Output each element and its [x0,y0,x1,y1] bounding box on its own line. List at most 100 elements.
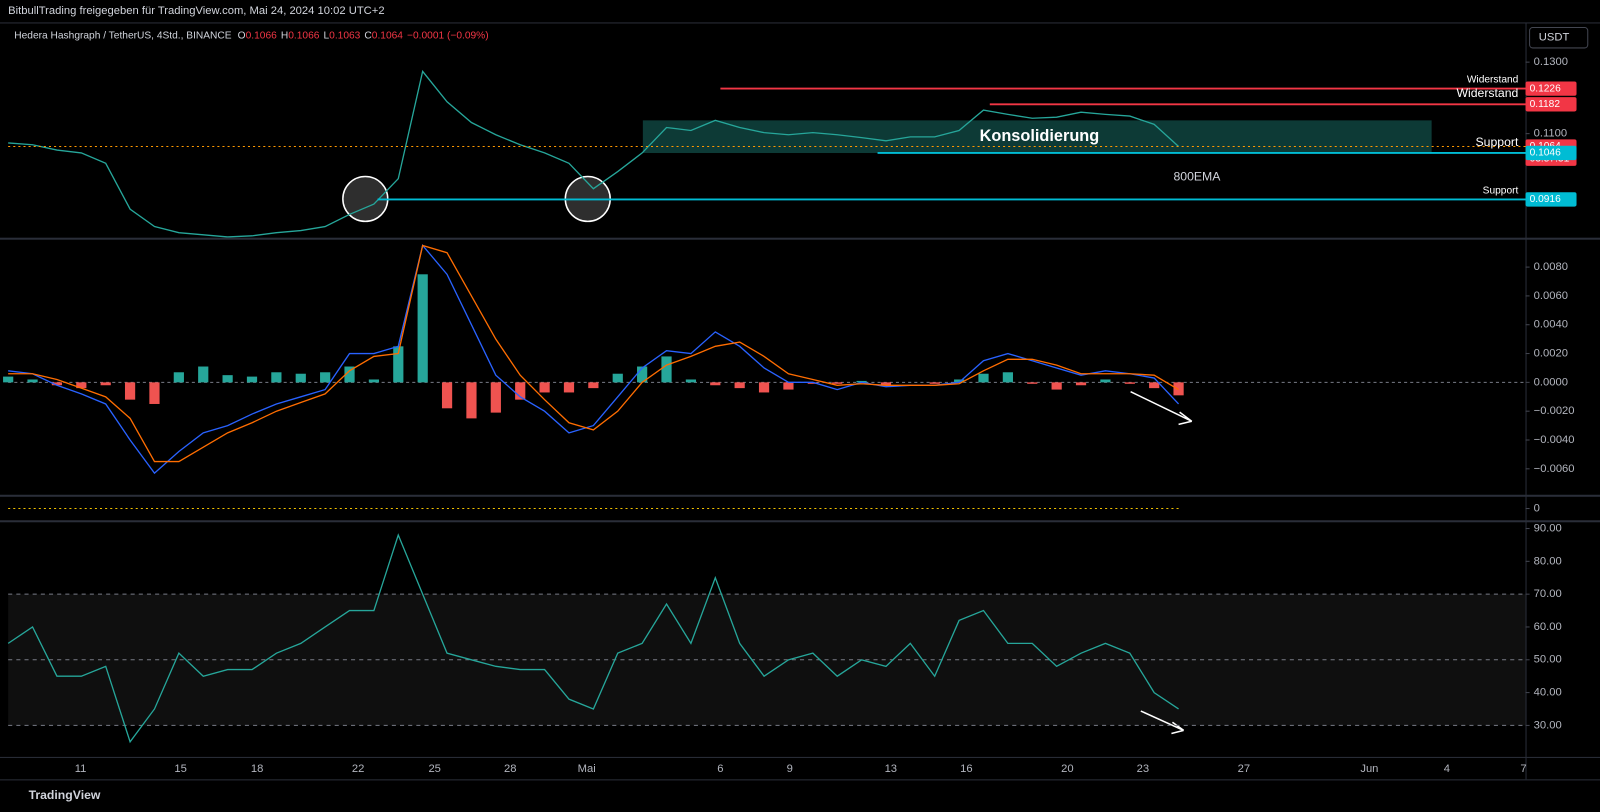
x-tick-label: 25 [428,763,440,775]
y-tick-label: 30.00 [1534,719,1562,731]
histogram-bar [3,376,14,383]
price-tag-label: 0.1046 [1530,148,1561,159]
x-tick-label: 23 [1137,763,1149,775]
histogram-bar [612,373,623,383]
ohlc-value: 0.1066 [246,30,277,41]
x-tick-label: 9 [787,763,793,775]
x-tick-label: 15 [174,763,186,775]
consolidation-box [642,120,1432,154]
currency[interactable]: USDT [1539,32,1570,44]
arrow [1130,391,1193,426]
histogram-bar [222,375,233,383]
x-tick-label: 20 [1061,763,1073,775]
rsi-line [7,533,1179,744]
histogram-bar [954,379,965,383]
y-tick-label: 70.00 [1534,588,1562,600]
histogram-bar [368,379,380,383]
histogram-bar [710,382,721,386]
y-tick-label: −0.0040 [1534,434,1575,446]
histogram-bar [295,373,306,383]
y-tick-label: 60.00 [1534,621,1562,633]
x-tick-label: Mai [578,763,596,775]
price-line [8,69,1180,238]
separator [0,520,1600,523]
histogram-bar [246,376,258,383]
histogram-bar [661,356,672,383]
histogram-bar [76,382,87,389]
ohlc-value: 0.1063 [329,30,360,41]
histogram-bar [880,382,892,386]
y-tick-label: 90.00 [1534,522,1562,534]
y-tick-label: −0.0020 [1534,405,1575,417]
histogram-bar [637,366,648,383]
histogram-bar [1075,382,1087,386]
histogram-bar [563,382,575,393]
axis-border [1525,22,1527,780]
annotation: Konsolidierung [980,127,1100,145]
histogram-bar [271,372,282,383]
y-tick-label: 0.0060 [1534,290,1568,302]
histogram-bar [1051,382,1062,390]
price-tag [1525,145,1577,161]
separator [0,237,1600,240]
x-tick-label: Jun [1360,763,1378,775]
currency-box[interactable] [1529,27,1589,49]
histogram-bar [51,382,63,386]
y-tick-label: 0.0040 [1534,319,1568,331]
histogram-bar [783,382,794,390]
histogram-bar [978,373,989,383]
x-tick-label: 6 [717,763,723,775]
histogram-bar [466,382,477,419]
ohlc-label: O [238,30,246,41]
histogram-bar [173,372,184,383]
histogram-bar [124,382,136,400]
histogram-bar [344,366,355,383]
x-tick-label: 4 [1444,763,1450,775]
price-tag [1525,192,1577,207]
arrows [1130,391,1193,735]
annotation: Support [1483,185,1519,196]
separator [0,494,1600,497]
histogram-bar [1149,382,1160,389]
price-tag [1525,97,1577,112]
x-tick-label: 22 [352,763,364,775]
histogram-bar [320,372,331,383]
y-tick-label: 0.1300 [1534,56,1568,68]
histogram-bar [1002,372,1013,383]
y-tick-label: 50.00 [1534,654,1562,666]
legend: Hedera Hashgraph / TetherUS, 4Std., BINA… [14,30,488,41]
price-tag [1525,81,1577,96]
price-tag-label: 0.1182 [1530,99,1561,110]
x-tick-label: 11 [75,763,87,775]
histogram-bar [1100,379,1111,383]
macd-line [8,244,1180,475]
histogram-bar [929,382,940,384]
x-tick-label: 28 [504,763,516,775]
y-tick-label: 80.00 [1534,555,1562,567]
y-tick-label: 0.0020 [1534,348,1568,360]
histogram-bar [539,382,550,393]
histogram-bar [588,382,599,389]
separator [0,779,1600,781]
annotation: Support [1476,135,1519,149]
price-tag-label: 0.0916 [1530,194,1561,205]
histogram-bar [515,382,526,400]
price-tag-label: 0.1226 [1530,83,1561,94]
histogram-bar [1124,382,1135,384]
y-tick-label: 0.1100 [1534,128,1567,140]
rsi-band [8,594,1526,726]
annotation: Widerstand [1456,86,1518,100]
arrow [1140,710,1185,735]
y-tick-label: 0.0080 [1534,261,1568,273]
x-tick-label: 16 [960,763,972,775]
y-tick-label: 0 [1534,502,1540,514]
histogram-bar [393,346,404,383]
histogram-bar [27,379,38,383]
macd-line [8,244,1179,463]
header: BitbullTrading freigegeben für TradingVi… [8,5,384,17]
x-tick-label: 7 [1520,763,1526,775]
legend-title: Hedera Hashgraph / TetherUS, 4Std., BINA… [14,30,231,41]
histogram-bar [832,382,843,384]
